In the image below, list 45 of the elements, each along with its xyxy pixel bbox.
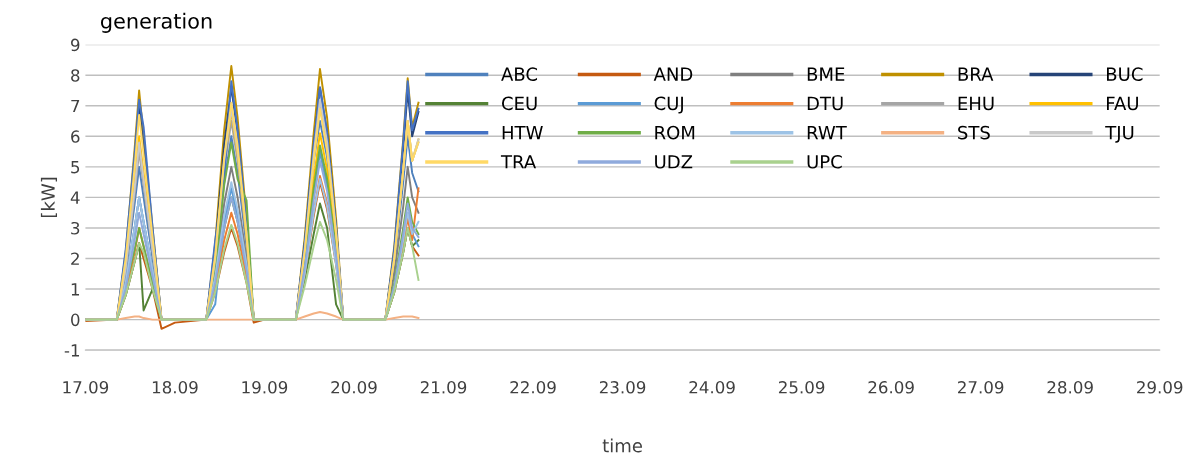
x-tick-label: 25.09 xyxy=(778,381,825,394)
y-tick-label: 2 xyxy=(71,252,79,265)
y-tick-label: 6 xyxy=(71,130,80,143)
x-tick-label: 20.09 xyxy=(331,381,377,394)
y-tick-label: 8 xyxy=(71,69,80,82)
legend-label: TRA xyxy=(500,155,537,169)
legend-label: DTU xyxy=(807,96,843,111)
legend-label: CUJ xyxy=(654,96,683,114)
y-tick-label: 3 xyxy=(71,221,80,235)
legend-label: BRA xyxy=(958,67,994,81)
x-tick-label: 22.09 xyxy=(510,381,556,394)
y-tick-label: 0 xyxy=(71,313,80,327)
legend-label: RWT xyxy=(807,125,847,140)
x-tick-label: 27.09 xyxy=(958,381,1004,394)
legend-label: STS xyxy=(958,125,990,140)
legend-label: TJU xyxy=(1105,125,1134,143)
y-tick-label: 4 xyxy=(70,191,80,204)
legend-label: HTW xyxy=(502,125,543,140)
legend-label: UPC xyxy=(807,154,842,169)
legend-label: ABC xyxy=(501,67,538,81)
y-tick-label: 1 xyxy=(71,283,80,296)
x-tick-label: 24.09 xyxy=(689,381,735,394)
chart-title: generation xyxy=(101,12,212,33)
x-tick-label: 21.09 xyxy=(420,381,467,394)
legend-label: UDZ xyxy=(655,155,693,169)
legend-label: FAU xyxy=(1107,96,1138,111)
x-tick-label: 17.09 xyxy=(63,381,109,394)
legend-label: EHU xyxy=(958,96,994,111)
y-tick-label: 7 xyxy=(71,99,80,113)
x-axis-title: time xyxy=(602,438,642,453)
y-tick-label: 5 xyxy=(71,161,80,174)
x-tick-label: 23.09 xyxy=(599,381,646,394)
legend-label: CEU xyxy=(501,96,537,111)
x-tick-label: 28.09 xyxy=(1047,381,1093,394)
y-tick-label: 9 xyxy=(71,38,80,52)
legend-label: BUC xyxy=(1107,67,1143,81)
legend-label: ROM xyxy=(655,125,695,140)
y-tick-label: -1 xyxy=(64,344,80,357)
legend-label: AND xyxy=(653,67,693,81)
x-tick-label: 29.09 xyxy=(1137,381,1183,394)
y-axis-title: [kW] xyxy=(40,177,58,218)
x-tick-label: 18.09 xyxy=(152,381,198,394)
x-tick-label: 26.09 xyxy=(868,381,914,394)
legend-label: BME xyxy=(807,67,845,81)
x-tick-label: 19.09 xyxy=(242,381,288,394)
